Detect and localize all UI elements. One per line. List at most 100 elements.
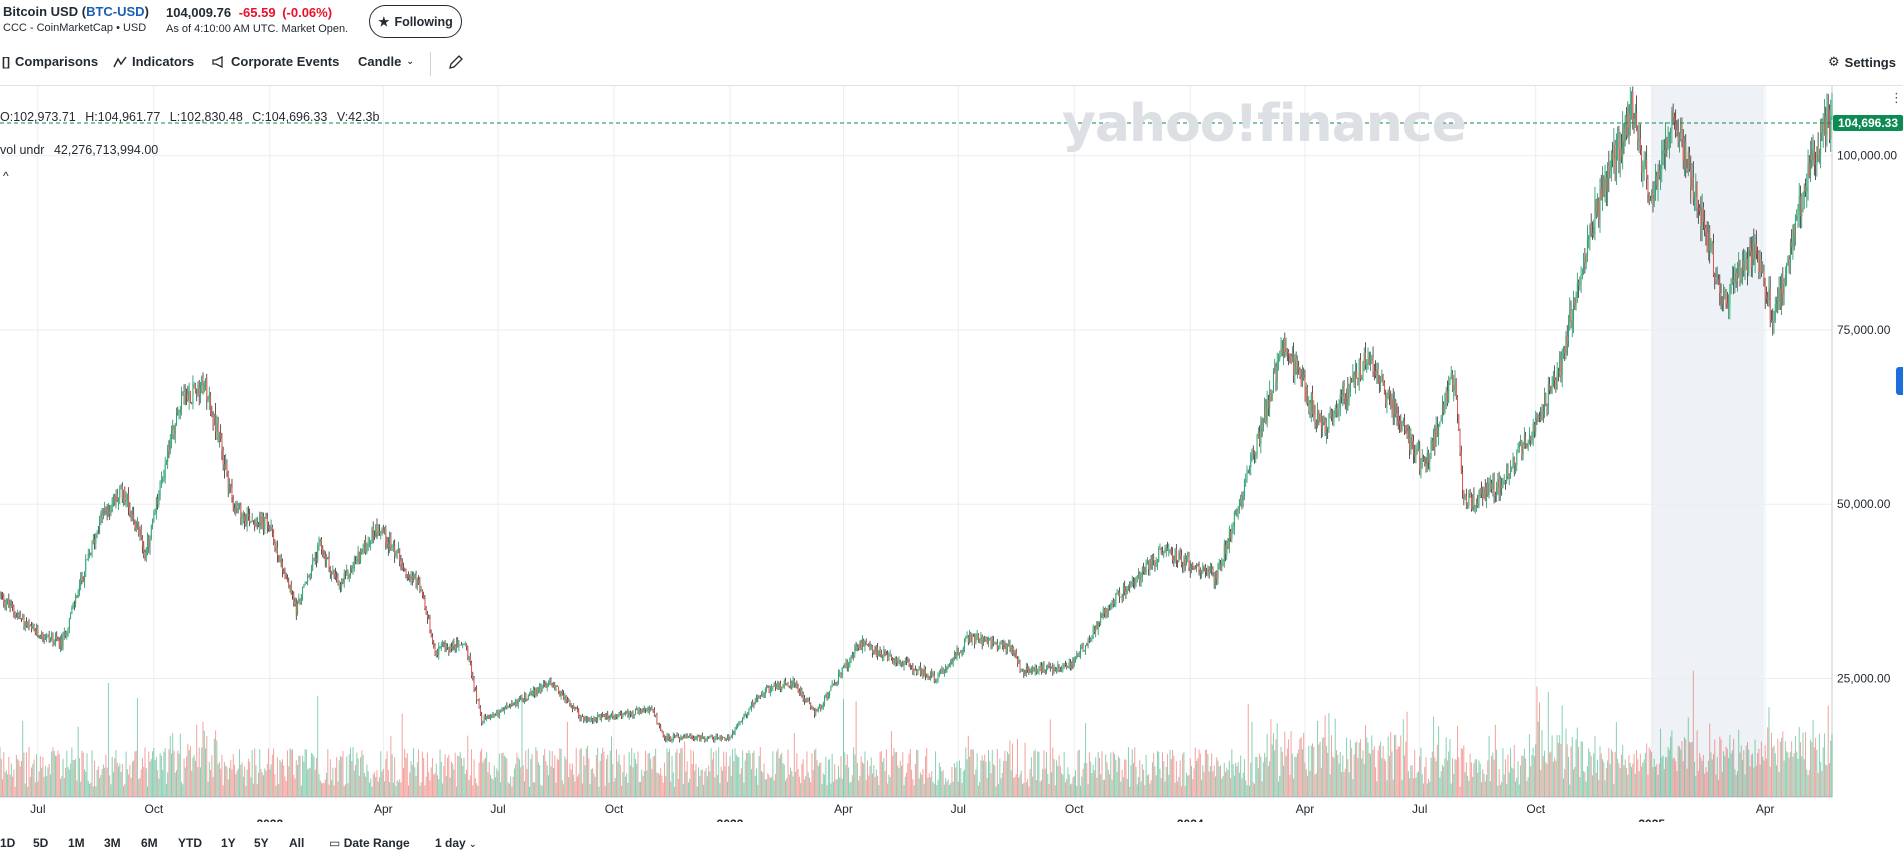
candle-body <box>53 641 55 645</box>
volume-bar <box>225 765 227 797</box>
candle-body <box>1120 596 1122 598</box>
collapse-legend-icon[interactable]: ^ <box>3 169 9 183</box>
candle-body <box>1011 646 1013 655</box>
volume-bar <box>133 760 135 797</box>
candle-body <box>1148 560 1150 570</box>
volume-bar <box>957 781 959 797</box>
candle-body <box>1460 452 1462 473</box>
volume-bar <box>102 764 104 797</box>
candle-body <box>1813 149 1815 164</box>
candle-body <box>1155 562 1157 565</box>
volume-bar <box>77 726 79 797</box>
range-3m[interactable]: 3M <box>104 836 121 850</box>
volume-bar <box>1556 734 1558 797</box>
candle-body <box>152 521 154 526</box>
volume-bar <box>1275 739 1277 797</box>
candle-body <box>916 670 918 674</box>
volume-bar <box>304 749 306 797</box>
volume-bar <box>953 763 955 797</box>
side-panel-tab[interactable] <box>1896 367 1903 395</box>
candle-body <box>274 543 276 551</box>
candle-body <box>230 484 232 488</box>
candle-body <box>371 529 373 544</box>
volume-bar <box>1314 774 1316 797</box>
volume-bar <box>196 724 198 797</box>
volume-bar <box>1428 778 1430 797</box>
candle-body <box>690 735 692 738</box>
following-button[interactable]: ★ Following <box>369 5 462 38</box>
corporate-events-button[interactable]: Corporate Events <box>212 54 339 69</box>
volume-bar <box>585 748 587 797</box>
candle-body <box>481 714 483 723</box>
candle-body <box>1532 424 1534 437</box>
candle-body <box>1383 382 1385 395</box>
chart-type-dropdown[interactable]: Candle ⌄ <box>358 54 414 69</box>
interval-dropdown[interactable]: 1 day ⌄ <box>435 836 477 850</box>
more-options-icon[interactable]: ⋮ <box>1890 90 1903 105</box>
candle-body <box>1254 450 1256 456</box>
volume-label[interactable]: vol undr <box>0 143 45 157</box>
candle-body <box>1245 480 1247 482</box>
range-all[interactable]: All <box>289 836 305 850</box>
range-1y[interactable]: 1Y <box>221 836 236 850</box>
candle-body <box>1429 456 1431 462</box>
candle-body <box>698 734 700 737</box>
candle-body <box>527 695 529 700</box>
candle-body <box>747 712 749 716</box>
volume-bar <box>247 758 249 797</box>
volume-bar <box>1332 756 1334 797</box>
candle-body <box>186 394 188 396</box>
volume-bar <box>1143 769 1145 797</box>
volume-bar <box>10 763 12 797</box>
volume-bar <box>1322 738 1324 797</box>
volume-bar <box>76 780 78 797</box>
x-tick-label: 2024 <box>1177 817 1204 822</box>
candle-body <box>1414 454 1416 457</box>
range-5d[interactable]: 5D <box>33 836 49 850</box>
volume-bar <box>792 776 794 797</box>
volume-bar <box>703 784 705 797</box>
volume-bar <box>453 769 455 797</box>
volume-bar <box>481 748 483 797</box>
volume-bar <box>162 770 164 797</box>
volume-bar <box>303 761 305 797</box>
settings-button[interactable]: ⚙ Settings <box>1828 54 1896 70</box>
volume-bar <box>1243 758 1245 797</box>
volume-bar <box>1513 744 1515 797</box>
range-ytd[interactable]: YTD <box>178 836 202 850</box>
comparisons-button[interactable]: [] Comparisons <box>2 54 98 69</box>
volume-bar <box>1318 744 1320 797</box>
candle-body <box>1533 424 1535 432</box>
volume-bar <box>526 768 528 797</box>
volume-bar <box>628 752 630 797</box>
date-range-button[interactable]: ▭ Date Range <box>329 836 410 850</box>
candle-body <box>991 640 993 646</box>
volume-bar <box>744 760 746 797</box>
range-1m[interactable]: 1M <box>68 836 85 850</box>
candle-body <box>998 648 1000 650</box>
candle-body <box>1614 144 1616 171</box>
range-1d[interactable]: 1D <box>0 836 16 850</box>
candle-body <box>73 603 75 605</box>
candle-body <box>479 707 481 715</box>
volume-bar <box>641 769 643 797</box>
volume-bar <box>344 784 346 797</box>
indicators-button[interactable]: Indicators <box>113 54 194 69</box>
range-6m[interactable]: 6M <box>141 836 158 850</box>
volume-bar <box>848 767 850 797</box>
volume-bar <box>1706 771 1708 797</box>
volume-bar <box>488 762 490 797</box>
volume-bar <box>967 735 969 797</box>
volume-bar <box>962 771 964 797</box>
candlestick-chart[interactable]: JulOct2022AprJulOct2023AprJulOct2024AprJ… <box>0 86 1903 822</box>
candle-body <box>1815 163 1817 166</box>
draw-tool-button[interactable] <box>448 54 464 70</box>
quote-symbol[interactable]: BTC-USD <box>86 4 145 19</box>
volume-bar <box>1702 754 1704 797</box>
candle-body <box>66 632 68 637</box>
volume-bar <box>1201 779 1203 797</box>
volume-bar <box>940 766 942 797</box>
chart-area[interactable]: JulOct2022AprJulOct2023AprJulOct2024AprJ… <box>0 85 1903 822</box>
volume-bar <box>315 757 317 797</box>
range-5y[interactable]: 5Y <box>254 836 269 850</box>
